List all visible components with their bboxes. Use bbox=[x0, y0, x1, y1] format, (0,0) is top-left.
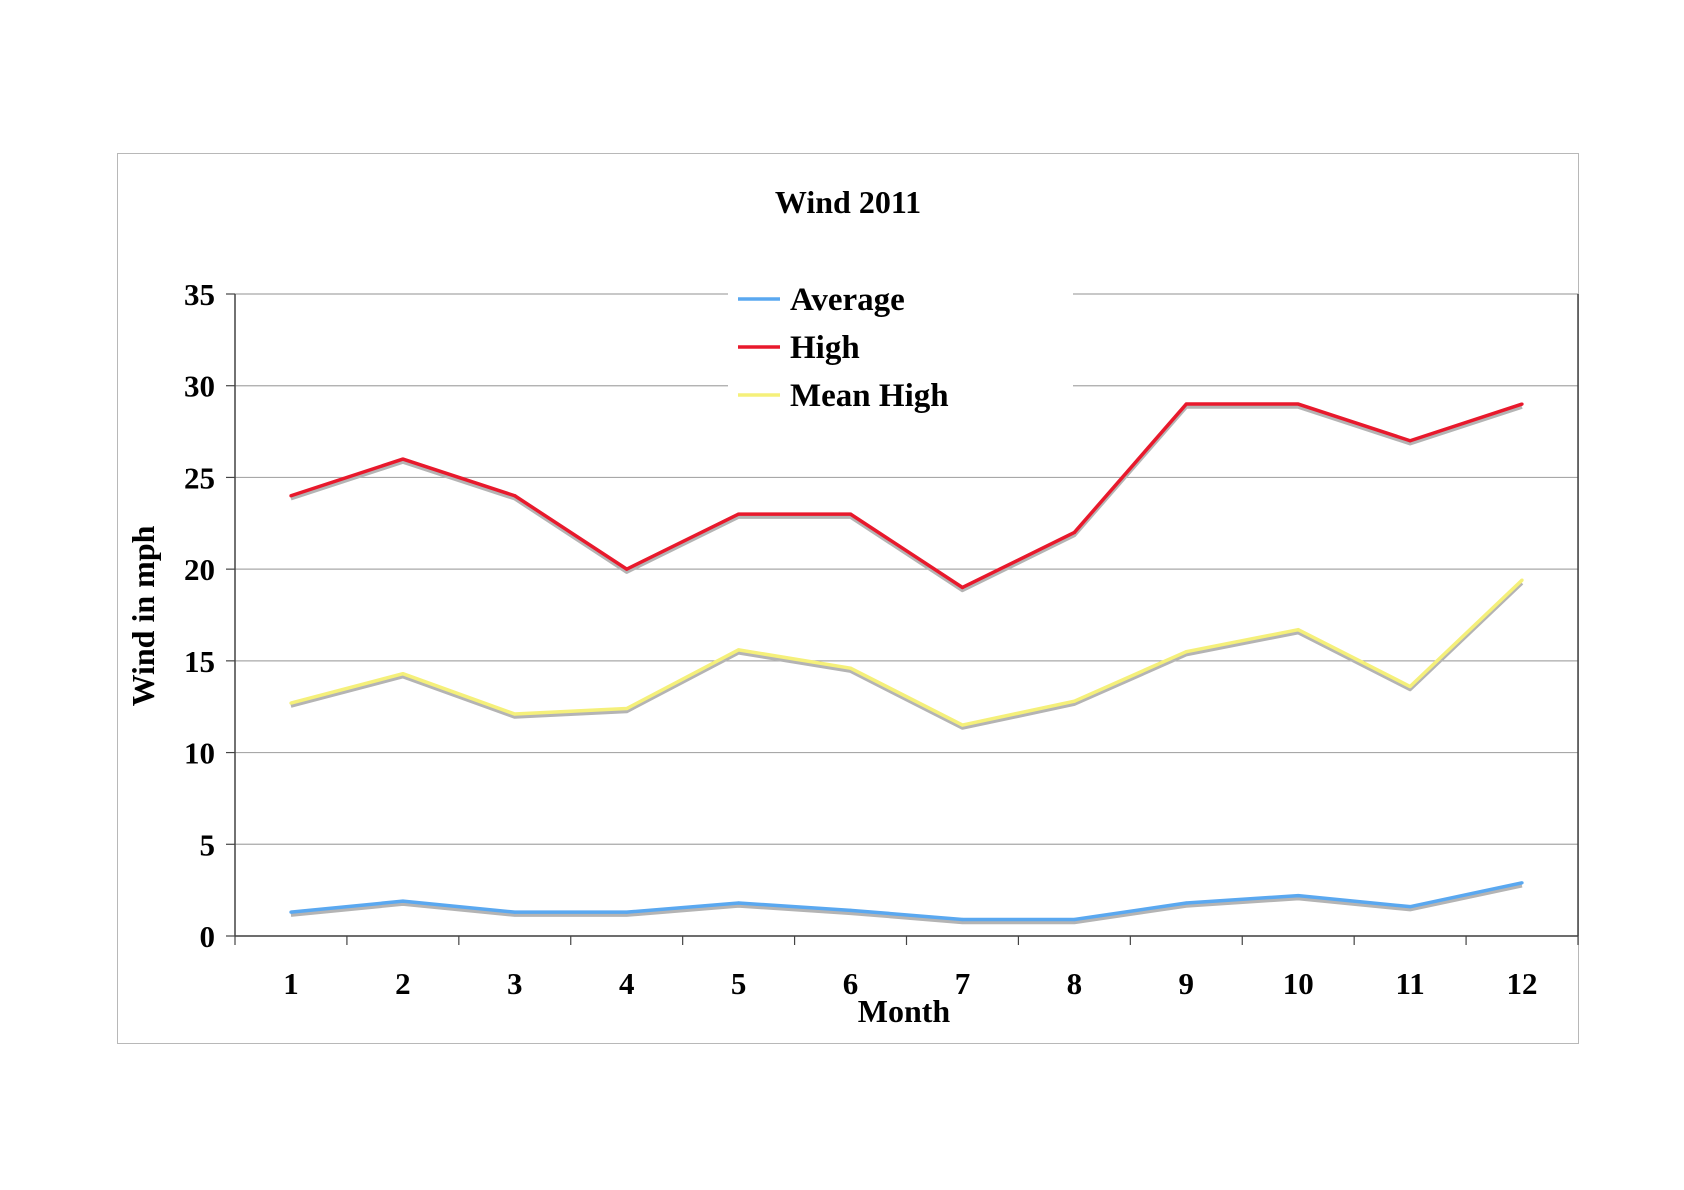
legend-label-high: High bbox=[790, 330, 860, 366]
data-point-mean-high-4 bbox=[625, 706, 629, 711]
data-point-high-1 bbox=[289, 494, 293, 498]
y-tick-label-10: 10 bbox=[184, 736, 215, 771]
data-point-average-2 bbox=[401, 899, 405, 903]
data-point-average-9 bbox=[1184, 901, 1188, 905]
data-point-high-5 bbox=[737, 512, 741, 516]
series-line-mean-high bbox=[290, 578, 1524, 727]
legend-label-mean-high: Mean High bbox=[790, 378, 949, 414]
data-point-average-3 bbox=[513, 910, 517, 914]
series-line-high bbox=[290, 402, 1523, 590]
data-point-mean-high-6 bbox=[848, 666, 853, 670]
x-tick-label-2: 2 bbox=[395, 966, 411, 1001]
x-tick-label-4: 4 bbox=[619, 966, 635, 1001]
data-point-mean-high-8 bbox=[1072, 699, 1076, 703]
y-tick-label-0: 0 bbox=[200, 919, 216, 954]
data-point-average-10 bbox=[1296, 894, 1300, 898]
data-point-high-9 bbox=[1184, 402, 1188, 406]
data-point-high-10 bbox=[1296, 402, 1300, 406]
x-tick-label-5: 5 bbox=[731, 966, 747, 1001]
data-point-high-12 bbox=[1520, 402, 1524, 406]
series-shadow-0 bbox=[290, 884, 1523, 925]
data-point-high-11 bbox=[1408, 439, 1412, 443]
legend: Average High Mean High bbox=[728, 274, 1073, 426]
data-point-mean-high-3 bbox=[513, 712, 517, 716]
x-tick-label-12: 12 bbox=[1507, 966, 1538, 1001]
chart-frame: Wind 2011 0 5 10 15 20 25 30 35 1 2 3 4 5 6 7 8 9 10 11 12 … bbox=[117, 153, 1579, 1044]
data-point-mean-high-9 bbox=[1184, 650, 1188, 654]
x-tick-label-9: 9 bbox=[1179, 966, 1195, 1001]
y-tick-label-25: 25 bbox=[184, 460, 215, 495]
data-point-average-7 bbox=[960, 917, 965, 922]
x-tick-label-7: 7 bbox=[955, 966, 971, 1001]
chart-title: Wind 2011 bbox=[775, 184, 921, 220]
x-tick-label-1: 1 bbox=[283, 966, 299, 1001]
y-tick-label-20: 20 bbox=[184, 552, 215, 587]
legend-label-average: Average bbox=[790, 282, 905, 318]
series-shadow-1 bbox=[290, 405, 1523, 593]
data-point-mean-high-1 bbox=[289, 701, 293, 705]
data-point-average-4 bbox=[625, 910, 629, 914]
data-point-mean-high-2 bbox=[401, 672, 405, 676]
data-point-average-8 bbox=[1072, 917, 1076, 922]
data-point-mean-high-7 bbox=[960, 723, 965, 727]
data-point-average-11 bbox=[1408, 905, 1412, 909]
data-point-high-2 bbox=[401, 457, 405, 461]
x-tick-label-3: 3 bbox=[507, 966, 522, 1001]
data-point-high-4 bbox=[625, 567, 629, 571]
data-point-high-7 bbox=[960, 585, 965, 590]
data-point-mean-high-10 bbox=[1296, 628, 1300, 632]
y-tick-label-35: 35 bbox=[184, 277, 215, 312]
y-tick-label-15: 15 bbox=[184, 644, 215, 679]
x-axis-title: Month bbox=[858, 993, 951, 1029]
data-point-average-12 bbox=[1520, 881, 1524, 885]
data-point-high-3 bbox=[513, 494, 517, 498]
series-shadow-2 bbox=[290, 581, 1524, 730]
data-point-average-6 bbox=[848, 908, 853, 912]
x-tick-label-8: 8 bbox=[1067, 966, 1083, 1001]
data-point-high-8 bbox=[1072, 530, 1076, 535]
legend-box bbox=[728, 274, 1073, 426]
data-point-high-6 bbox=[848, 512, 853, 516]
data-point-average-5 bbox=[737, 901, 741, 905]
y-tick-label-5: 5 bbox=[200, 827, 216, 862]
data-point-mean-high-5 bbox=[737, 648, 741, 652]
data-point-mean-high-11 bbox=[1408, 684, 1412, 689]
y-tick-label-30: 30 bbox=[184, 369, 215, 404]
data-point-mean-high-12 bbox=[1520, 578, 1524, 582]
x-tick-label-10: 10 bbox=[1283, 966, 1314, 1001]
x-tick-label-11: 11 bbox=[1395, 966, 1424, 1001]
x-tick-label-6: 6 bbox=[843, 966, 859, 1001]
series-lines bbox=[289, 402, 1524, 925]
series-line-average bbox=[290, 881, 1523, 922]
y-axis-title: Wind in mph bbox=[125, 525, 161, 706]
data-point-average-1 bbox=[289, 910, 293, 914]
